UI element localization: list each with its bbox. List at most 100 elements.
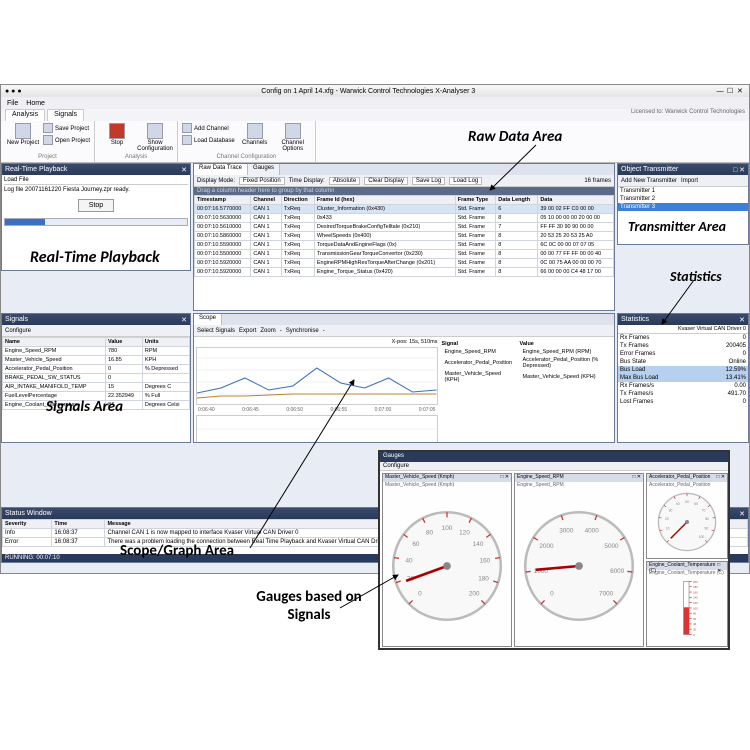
menu-file[interactable]: File <box>7 100 18 107</box>
annot-statistics: Statistics <box>670 268 722 285</box>
log-line: Log file 20071161220 Fiesta Journey.zpr … <box>4 187 188 193</box>
table-row[interactable]: AIR_INTAKE_MANIFOLD_TEMP15Degrees C <box>3 383 190 392</box>
col-header[interactable]: Frame Type <box>455 196 496 205</box>
table-row[interactable]: 00:07:10.5920000CAN 1TxReqEngineRPMHighR… <box>195 259 614 268</box>
table-row[interactable]: Engine_Speed_RPM780RPM <box>3 347 190 356</box>
table-row[interactable]: BRAKE_PEDAL_SW_STATUS0 <box>3 374 190 383</box>
svg-text:40: 40 <box>676 502 680 506</box>
stats-row: Tx Frames/s491.70 <box>618 390 748 398</box>
close-icon[interactable]: □ ✕ <box>716 474 725 482</box>
table-row[interactable]: 00:07:10.5590000CAN 1TxReqTorqueDataAndE… <box>195 241 614 250</box>
close-icon[interactable]: □ ✕ <box>500 474 509 482</box>
menu-home[interactable]: Home <box>26 100 45 107</box>
transmitter-item[interactable]: Transmitter 2 <box>618 195 748 203</box>
col-header[interactable]: Data <box>538 196 614 205</box>
col-header[interactable]: Units <box>142 338 189 347</box>
transmitter-item[interactable]: Transmitter 3 <box>618 203 748 211</box>
col-header[interactable]: Value <box>105 338 142 347</box>
gauges-configure-button[interactable]: Configure <box>380 462 728 471</box>
col-header[interactable]: Timestamp <box>195 196 251 205</box>
channels-button[interactable]: Channels <box>237 123 273 152</box>
col-header[interactable]: Data Length <box>496 196 538 205</box>
svg-text:4000: 4000 <box>585 527 600 534</box>
rawdata-tabs: Raw Data Trace Gauges <box>194 164 614 175</box>
svg-text:180: 180 <box>478 575 489 582</box>
new-project-button[interactable]: New Project <box>5 123 41 146</box>
close-icon[interactable]: □ ✕ <box>632 474 641 482</box>
gauge-title: Master_Vehicle_Speed (Kmph) <box>385 474 454 482</box>
table-row[interactable]: 00:07:10.5860000CAN 1TxReqWheelSpeeds (0… <box>195 232 614 241</box>
add-transmitter-button[interactable]: Add New Transmitter <box>621 178 677 184</box>
license-text: Licensed to: Warwick Control Technologie… <box>631 109 745 121</box>
col-header[interactable]: Direction <box>281 196 314 205</box>
table-row[interactable]: Accelerator_Pedal_Position0% Depressed <box>3 365 190 374</box>
gauge-dial: 020406080100120140160180200 <box>383 488 511 644</box>
svg-text:7000: 7000 <box>599 591 614 598</box>
save-project-button[interactable]: Save Project <box>43 123 90 134</box>
scope-export-button[interactable]: Export <box>239 328 256 334</box>
svg-text:160: 160 <box>693 590 698 594</box>
table-row[interactable]: 00:07:10.5920000CAN 1TxReqEngine_Torque_… <box>195 268 614 277</box>
close-icon[interactable]: ✕ <box>739 510 745 518</box>
svg-text:100: 100 <box>693 606 698 610</box>
table-row[interactable]: 00:07:16.5770000CAN 1TxReqCluster_Inform… <box>195 205 614 214</box>
playback-progress <box>4 218 188 226</box>
annot-transmitter: Transmitter Area <box>628 218 726 235</box>
table-row[interactable]: 00:07:10.5610000CAN 1TxReqDesiredTorqueB… <box>195 223 614 232</box>
tab-signals[interactable]: Signals <box>47 109 84 121</box>
close-icon[interactable]: ✕ <box>181 166 187 174</box>
annot-scope: Scope/Graph Area <box>120 542 234 560</box>
load-log-button[interactable]: Load Log <box>449 177 482 185</box>
stats-title: Statistics <box>621 316 649 323</box>
svg-text:160: 160 <box>480 558 491 565</box>
legend-row: Accelerator_Pedal_PositionAccelerator_Pe… <box>442 357 611 369</box>
svg-text:10: 10 <box>666 527 670 531</box>
load-file-label: Load File <box>4 177 188 185</box>
close-icon[interactable]: ✕ <box>181 316 187 324</box>
close-icon[interactable]: □ ✕ <box>733 166 745 174</box>
tab-gauges[interactable]: Gauges <box>248 164 280 175</box>
import-transmitter-button[interactable]: Import <box>681 178 698 184</box>
gauge-title: Engine_Coolant_Temperature (C) <box>649 562 717 570</box>
time-display-select[interactable]: Absolute <box>329 177 360 185</box>
col-header[interactable]: Time <box>52 520 105 529</box>
stop-icon <box>109 123 125 139</box>
open-icon <box>43 135 53 145</box>
scope-select-button[interactable]: Select Signals <box>197 328 235 334</box>
add-channel-button[interactable]: Add Channel <box>182 123 235 134</box>
config-icon <box>147 123 163 139</box>
stats-row: Bus Load12.59% <box>618 366 748 374</box>
add-channel-icon <box>182 123 192 133</box>
scope-zoom-button[interactable]: Zoom <box>260 328 275 334</box>
channel-options-button[interactable]: Channel Options <box>275 123 311 152</box>
col-header[interactable]: Name <box>3 338 106 347</box>
col-header[interactable]: Frame Id (hex) <box>314 196 455 205</box>
open-project-button[interactable]: Open Project <box>43 135 90 146</box>
tab-scope[interactable]: Scope <box>194 314 222 325</box>
col-header[interactable]: Severity <box>3 520 52 529</box>
tab-analysis[interactable]: Analysis <box>5 109 45 121</box>
stats-row: Tx Frames200405 <box>618 342 748 350</box>
menubar: File Home <box>1 97 749 109</box>
close-icon[interactable]: ✕ <box>739 316 745 324</box>
table-row[interactable]: 00:07:10.5630000CAN 1TxReq0x433Std. Fram… <box>195 214 614 223</box>
scope-sync-button[interactable]: Synchronise <box>286 328 319 334</box>
save-log-button[interactable]: Save Log <box>412 177 445 185</box>
signals-configure-button[interactable]: Configure <box>5 328 31 334</box>
table-row[interactable]: 00:07:10.5500000CAN 1TxReqTransmissionGe… <box>195 250 614 259</box>
col-header[interactable]: Channel <box>251 196 282 205</box>
svg-text:20: 20 <box>693 628 697 632</box>
show-config-button[interactable]: Show Configuration <box>137 123 173 152</box>
display-mode-select[interactable]: Fixed Position <box>239 177 285 185</box>
close-icon[interactable]: □ ✕ <box>717 562 725 570</box>
tab-raw-trace[interactable]: Raw Data Trace <box>194 164 248 175</box>
load-db-button[interactable]: Load Database <box>182 135 235 146</box>
table-row[interactable]: Master_Vehicle_Speed16.85KPH <box>3 356 190 365</box>
svg-text:80: 80 <box>693 612 697 616</box>
window-controls[interactable]: —☐✕ <box>715 87 745 95</box>
playback-stop-button[interactable]: Stop <box>78 199 114 212</box>
titlebar: ● ● ● Config on 1 April 14.xfg - Warwick… <box>1 85 749 97</box>
stop-button[interactable]: Stop <box>99 123 135 152</box>
transmitter-item[interactable]: Transmitter 1 <box>618 187 748 195</box>
clear-display-button[interactable]: Clear Display <box>364 177 408 185</box>
